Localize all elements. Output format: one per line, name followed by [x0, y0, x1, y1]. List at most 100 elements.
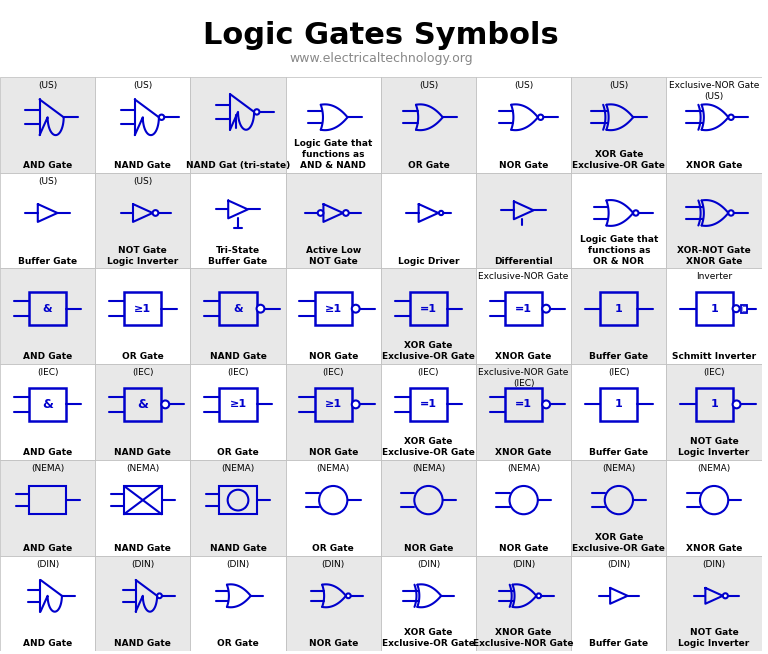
Text: Exclusive-NOR Gate: Exclusive-NOR Gate — [473, 640, 574, 648]
Text: NOR Gate: NOR Gate — [309, 353, 358, 361]
FancyBboxPatch shape — [220, 292, 257, 325]
Text: (IEC): (IEC) — [227, 368, 249, 377]
FancyBboxPatch shape — [29, 388, 66, 421]
FancyBboxPatch shape — [476, 460, 571, 556]
FancyBboxPatch shape — [667, 460, 762, 556]
Circle shape — [733, 305, 740, 312]
Text: (NEMA): (NEMA) — [697, 464, 730, 473]
Circle shape — [728, 211, 733, 216]
Polygon shape — [514, 201, 534, 219]
FancyBboxPatch shape — [571, 77, 667, 173]
Text: (US): (US) — [133, 81, 152, 90]
Text: Logic Driver: Logic Driver — [398, 256, 459, 266]
Text: (IEC): (IEC) — [418, 368, 439, 377]
FancyBboxPatch shape — [601, 388, 637, 421]
FancyBboxPatch shape — [476, 364, 571, 460]
Circle shape — [542, 305, 550, 313]
Circle shape — [161, 400, 169, 408]
Text: XOR Gate: XOR Gate — [594, 533, 643, 542]
FancyBboxPatch shape — [95, 269, 190, 364]
Text: NOT Gate: NOT Gate — [118, 246, 167, 254]
Circle shape — [352, 305, 359, 313]
Polygon shape — [607, 200, 633, 226]
Text: =1: =1 — [420, 400, 437, 409]
Circle shape — [318, 210, 323, 216]
FancyBboxPatch shape — [476, 269, 571, 364]
Text: ≥1: ≥1 — [230, 400, 247, 409]
Text: (NEMA): (NEMA) — [31, 464, 65, 473]
FancyBboxPatch shape — [0, 173, 95, 269]
Text: XNOR Gate: XNOR Gate — [686, 543, 743, 553]
Text: XNOR Gate: XNOR Gate — [495, 353, 552, 361]
FancyBboxPatch shape — [28, 486, 67, 514]
Text: NOT Gate: NOT Gate — [690, 437, 739, 446]
Polygon shape — [607, 105, 633, 130]
FancyBboxPatch shape — [505, 292, 542, 325]
Polygon shape — [323, 204, 343, 222]
Text: (US): (US) — [514, 81, 533, 90]
Text: 1: 1 — [710, 303, 718, 314]
FancyBboxPatch shape — [667, 173, 762, 269]
Polygon shape — [322, 584, 346, 608]
Polygon shape — [702, 105, 728, 130]
FancyBboxPatch shape — [219, 486, 257, 514]
Text: NAND Gat (tri-state): NAND Gat (tri-state) — [186, 161, 290, 170]
FancyBboxPatch shape — [381, 364, 476, 460]
FancyBboxPatch shape — [29, 292, 66, 325]
Text: Exclusive-OR Gate: Exclusive-OR Gate — [382, 448, 475, 457]
Text: OR Gate: OR Gate — [408, 161, 449, 170]
Text: =1: =1 — [420, 303, 437, 314]
FancyBboxPatch shape — [124, 388, 161, 421]
Polygon shape — [419, 204, 439, 222]
Text: ≥1: ≥1 — [325, 400, 342, 409]
Circle shape — [153, 210, 158, 216]
Circle shape — [538, 114, 543, 120]
Text: NAND Gate: NAND Gate — [114, 161, 171, 170]
Text: (NEMA): (NEMA) — [126, 464, 160, 473]
Text: Exclusive-NOR Gate: Exclusive-NOR Gate — [478, 368, 569, 377]
Circle shape — [723, 593, 728, 598]
Text: OR Gate: OR Gate — [313, 543, 354, 553]
Text: XNOR Gate: XNOR Gate — [495, 628, 552, 638]
Text: (IEC): (IEC) — [703, 368, 725, 377]
Text: =1: =1 — [515, 400, 532, 409]
Text: &: & — [42, 398, 53, 411]
FancyBboxPatch shape — [190, 269, 286, 364]
Circle shape — [604, 486, 633, 514]
Text: NAND Gate: NAND Gate — [114, 543, 171, 553]
Text: www.electricaltechnology.org: www.electricaltechnology.org — [289, 52, 472, 65]
Circle shape — [633, 211, 638, 216]
FancyBboxPatch shape — [571, 364, 667, 460]
Text: Active Low: Active Low — [306, 246, 361, 254]
FancyBboxPatch shape — [95, 556, 190, 651]
Text: Logic Inverter: Logic Inverter — [108, 256, 178, 266]
Text: (DIN): (DIN) — [322, 560, 345, 568]
FancyBboxPatch shape — [286, 77, 381, 173]
Polygon shape — [511, 105, 538, 130]
Text: &: & — [43, 303, 52, 314]
Polygon shape — [417, 584, 441, 608]
FancyBboxPatch shape — [124, 292, 161, 325]
Text: Exclusive-NOR Gate: Exclusive-NOR Gate — [478, 273, 569, 281]
FancyBboxPatch shape — [410, 388, 447, 421]
Circle shape — [733, 400, 740, 408]
FancyBboxPatch shape — [315, 292, 352, 325]
Text: Tri-State: Tri-State — [216, 246, 260, 254]
Text: NAND Gate: NAND Gate — [210, 543, 266, 553]
Text: NAND Gate: NAND Gate — [114, 640, 171, 648]
FancyBboxPatch shape — [95, 460, 190, 556]
FancyBboxPatch shape — [286, 460, 381, 556]
Text: Buffer Gate: Buffer Gate — [589, 448, 648, 457]
FancyBboxPatch shape — [381, 460, 476, 556]
Text: ≥1: ≥1 — [134, 303, 151, 314]
FancyBboxPatch shape — [741, 305, 747, 313]
FancyBboxPatch shape — [381, 269, 476, 364]
Text: (IEC): (IEC) — [132, 368, 154, 377]
Text: (DIN): (DIN) — [512, 560, 535, 568]
Text: (NEMA): (NEMA) — [507, 464, 541, 473]
Text: Logic Gate that: Logic Gate that — [580, 235, 658, 244]
Text: XOR Gate: XOR Gate — [404, 437, 452, 446]
Text: 1: 1 — [615, 400, 623, 409]
Text: XOR-NOT Gate: XOR-NOT Gate — [677, 246, 751, 254]
Polygon shape — [40, 99, 64, 135]
